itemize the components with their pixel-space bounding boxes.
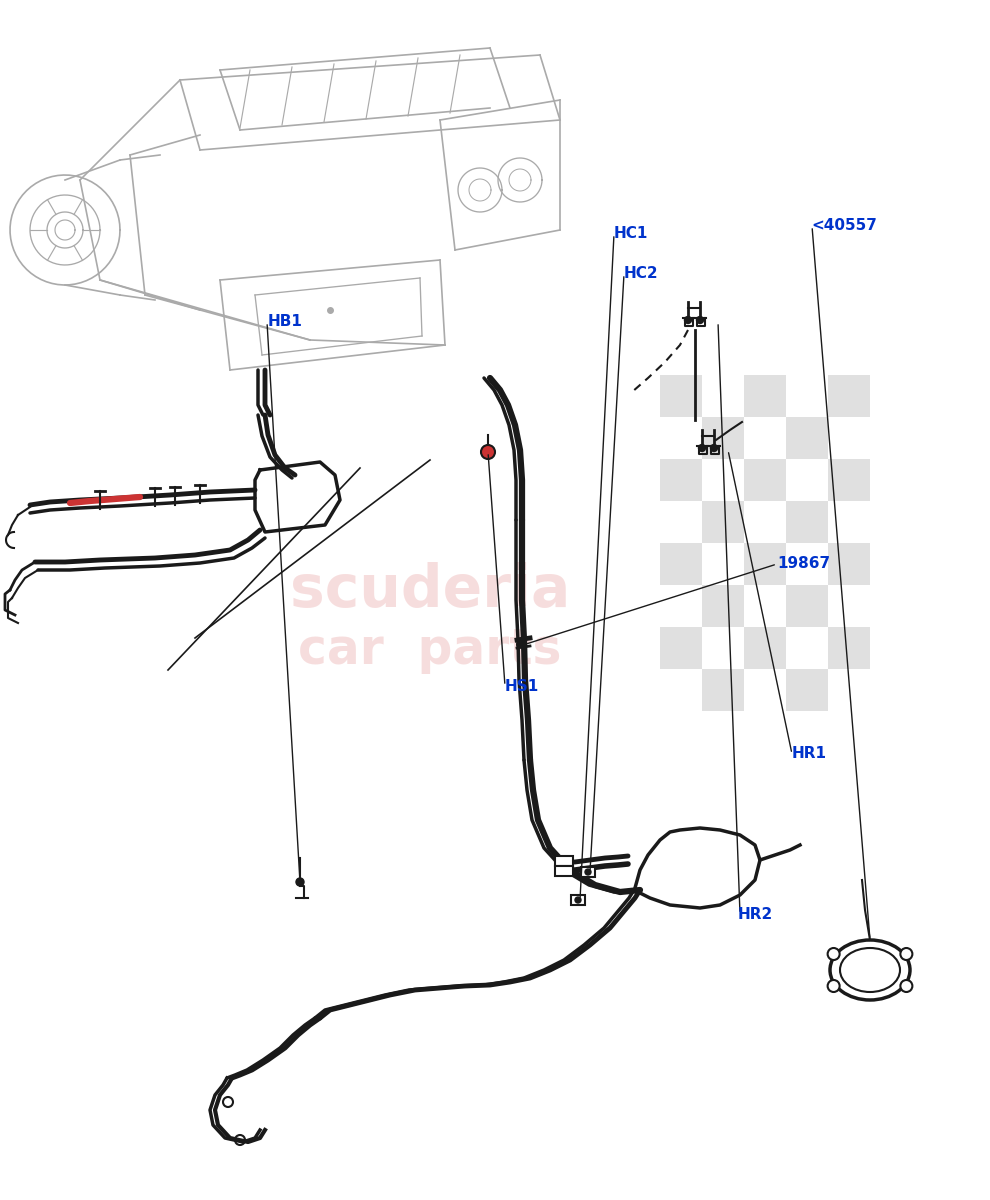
Bar — [786, 584, 828, 626]
Bar — [702, 416, 744, 458]
Bar — [571, 895, 585, 905]
Bar — [660, 458, 702, 502]
Circle shape — [575, 898, 581, 902]
Bar — [702, 502, 744, 542]
Text: HC2: HC2 — [624, 266, 658, 281]
Bar — [555, 866, 573, 876]
Circle shape — [481, 445, 495, 458]
Bar — [581, 866, 595, 877]
Bar — [786, 502, 828, 542]
Text: <40557: <40557 — [812, 218, 878, 233]
Circle shape — [900, 948, 913, 960]
Text: HS1: HS1 — [505, 679, 540, 694]
Bar — [828, 374, 870, 416]
Text: HB1: HB1 — [267, 314, 302, 329]
Circle shape — [900, 980, 913, 992]
Circle shape — [585, 869, 591, 875]
Bar — [786, 670, 828, 710]
Bar — [555, 856, 573, 866]
Circle shape — [684, 317, 691, 324]
Bar — [744, 542, 786, 584]
Text: scuderia: scuderia — [290, 562, 570, 618]
Bar — [786, 416, 828, 458]
Circle shape — [699, 444, 706, 451]
Bar — [702, 584, 744, 626]
Bar — [828, 626, 870, 670]
Circle shape — [828, 980, 840, 992]
Bar — [660, 626, 702, 670]
Bar — [744, 626, 786, 670]
Circle shape — [296, 878, 304, 886]
Text: HC1: HC1 — [614, 227, 648, 241]
Bar — [828, 458, 870, 502]
Bar — [828, 542, 870, 584]
Bar — [660, 374, 702, 416]
Bar — [702, 670, 744, 710]
Text: 19867: 19867 — [777, 557, 831, 571]
Circle shape — [828, 948, 840, 960]
Text: car  parts: car parts — [298, 626, 561, 674]
Text: HR2: HR2 — [738, 907, 773, 922]
Bar — [660, 542, 702, 584]
Bar — [744, 458, 786, 502]
Circle shape — [697, 317, 704, 324]
Circle shape — [711, 444, 718, 451]
Text: HR1: HR1 — [792, 746, 827, 761]
Bar — [744, 374, 786, 416]
